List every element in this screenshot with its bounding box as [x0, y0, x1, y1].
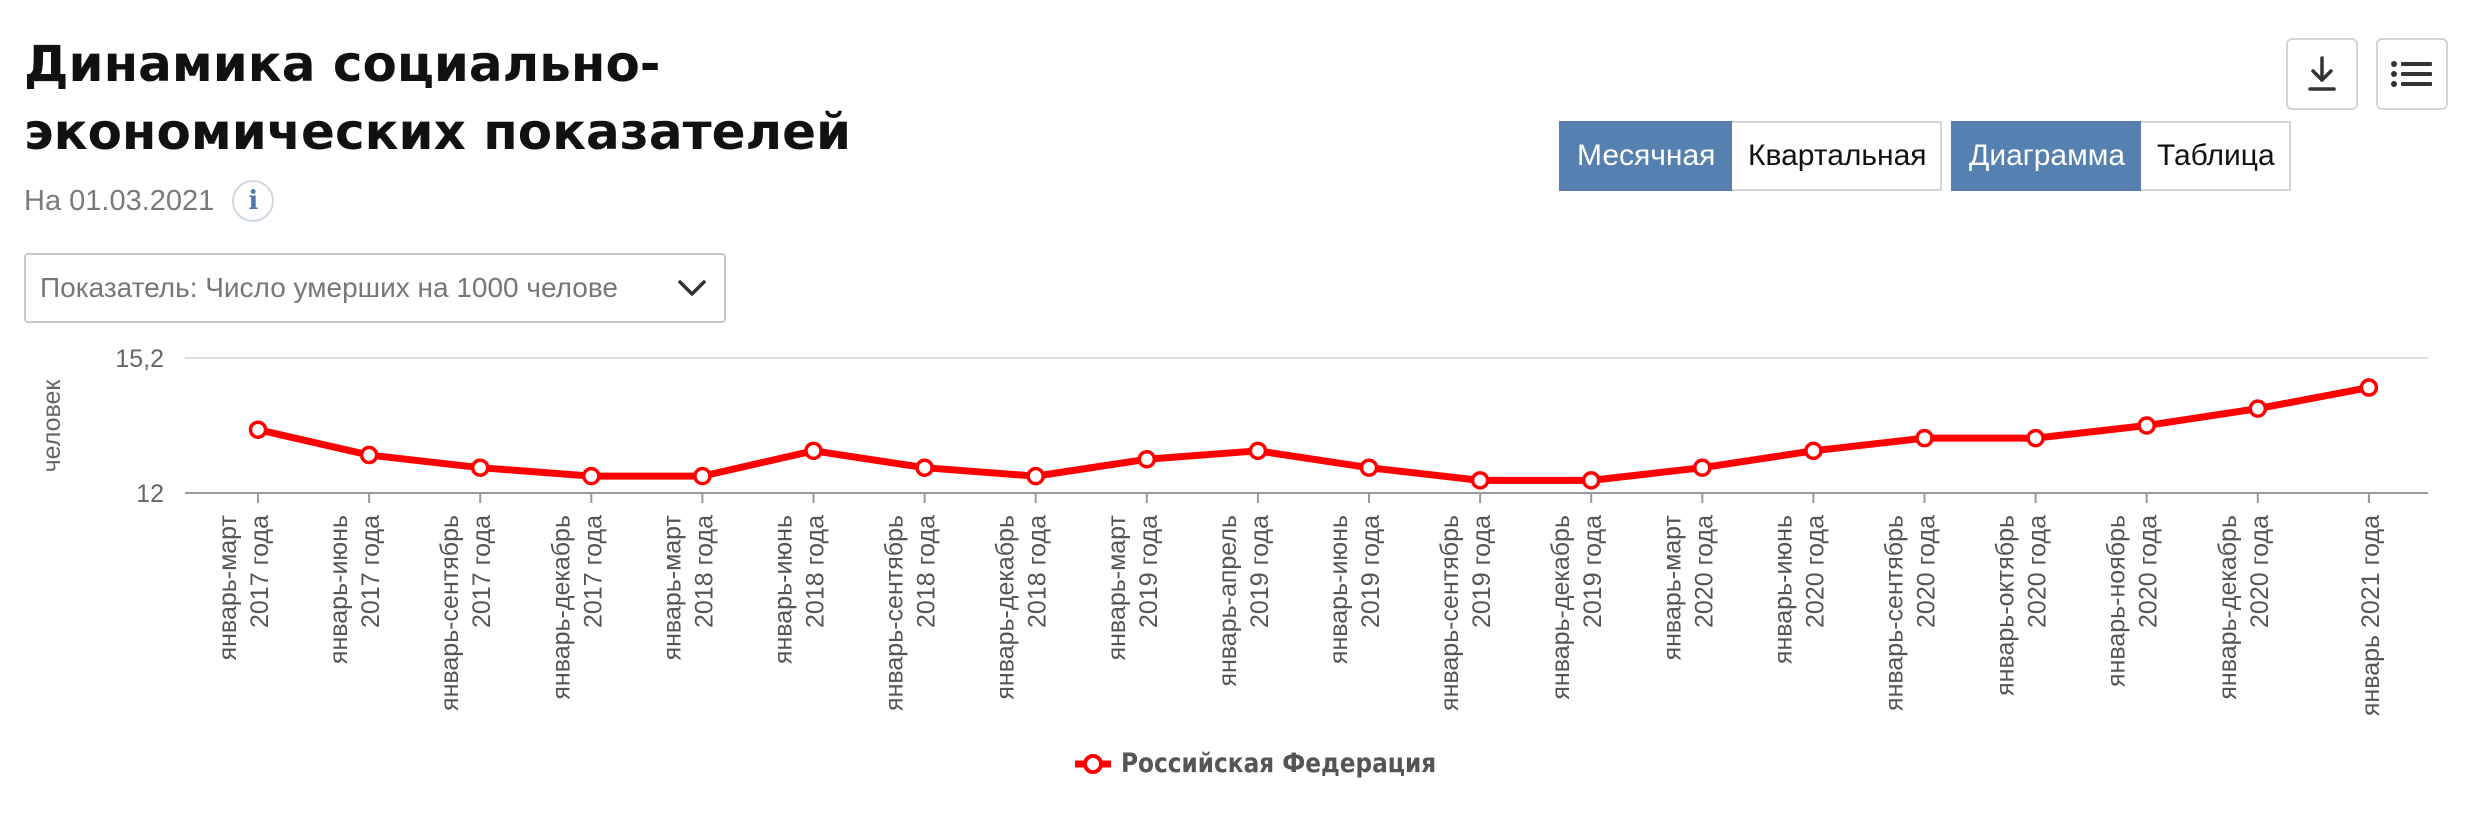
data-point [1248, 441, 1268, 461]
data-point [693, 466, 712, 486]
view-toggle: Диаграмма Таблица [1951, 121, 2291, 191]
x-tick-label: 2020 года [2135, 515, 2163, 628]
menu-button[interactable] [2376, 38, 2448, 110]
indicator-select-value: Показатель: Число умерших на 1000 челове [40, 272, 618, 303]
x-tick-label: январь-апрель [1214, 515, 1242, 687]
x-tick-label: 2019 года [1468, 515, 1496, 628]
report-date: На 01.03.2021 [24, 184, 215, 217]
data-point [2026, 428, 2045, 448]
chevron-down-icon [678, 280, 706, 296]
x-tick-label: январь-сентябрь [1881, 515, 1909, 711]
x-tick-label: январь-март [1103, 514, 1131, 660]
date-row: На 01.03.2021 i [24, 180, 275, 222]
x-tick-label: 2019 года [1246, 515, 1274, 628]
quarterly-button[interactable]: Квартальная [1732, 121, 1942, 191]
x-tick-label: 2019 года [1135, 515, 1163, 628]
legend-marker [1075, 753, 1111, 774]
y-tick-label: 12 [136, 480, 164, 508]
x-tick-label: 2019 года [1357, 515, 1385, 628]
download-icon [2308, 56, 2336, 91]
x-tick-label: январь-июнь [1325, 515, 1353, 664]
x-tick-label: январь-март [658, 514, 686, 660]
x-tick-label: январь-сентябрь [881, 515, 909, 711]
x-tick-label: январь-июнь [325, 515, 353, 664]
x-tick-label: 2018 года [690, 515, 718, 628]
y-axis-label: человек [38, 379, 66, 473]
x-tick-label: январь-ноябрь [2103, 515, 2131, 687]
x-tick-label: 2018 года [913, 515, 941, 628]
table-view-button[interactable]: Таблица [2141, 121, 2291, 191]
data-point [1359, 458, 1379, 477]
menu-icon [2391, 61, 2432, 87]
data-point [915, 458, 934, 477]
x-tick-label: январь-март [214, 514, 242, 660]
series-line [254, 384, 2373, 484]
x-tick-label: январь-декабрь [1547, 515, 1575, 700]
x-tick-label: 2020 года [2024, 515, 2052, 628]
x-tick-label: 2020 года [1913, 515, 1941, 628]
x-tick-label: январь-сентябрь [436, 515, 464, 711]
x-tick-label: 2020 года [1690, 515, 1718, 628]
x-tick-label: 2020 года [2246, 515, 2274, 628]
data-point [1470, 471, 1490, 490]
data-point [1915, 428, 1934, 448]
page-title: Динамика социально-экономических показат… [24, 35, 852, 161]
indicator-select[interactable]: Показатель: Число умерших на 1000 челове [24, 253, 726, 323]
chart-view-button[interactable]: Диаграмма [1951, 121, 2141, 191]
x-tick-label: январь-сентябрь [1436, 515, 1464, 711]
data-point [1693, 458, 1712, 477]
monthly-button[interactable]: Месячная [1559, 121, 1732, 191]
x-tick-label: 2017 года [357, 515, 385, 628]
x-tick-label: 2017 года [468, 515, 496, 628]
x-tick-label: 2019 года [1579, 515, 1607, 628]
data-point [2359, 378, 2379, 397]
info-icon[interactable]: i [232, 180, 275, 222]
legend[interactable]: Российская Федерация [1075, 748, 1488, 779]
data-point [1137, 450, 1157, 469]
data-point [1581, 471, 1601, 490]
data-point [2248, 399, 2268, 418]
download-button[interactable] [2286, 38, 2358, 110]
x-tick-label: январь-март [1658, 514, 1686, 660]
period-toggle: Месячная Квартальная [1559, 121, 1942, 191]
x-tick-label: 2017 года [579, 515, 607, 628]
data-point [582, 466, 601, 486]
x-tick-label: январь-июнь [770, 515, 798, 664]
x-tick-label: январь 2021 года [2357, 515, 2385, 716]
y-tick-label: 15,2 [115, 345, 164, 373]
data-point [470, 458, 490, 477]
x-tick-label: 2018 года [802, 515, 830, 628]
x-tick-label: 2018 года [1024, 515, 1052, 628]
x-tick-label: январь-декабрь [992, 515, 1020, 700]
x-tick-label: январь-декабрь [547, 515, 575, 700]
x-tick-label: январь-октябрь [1992, 515, 2020, 696]
data-point [2137, 416, 2156, 435]
x-tick-label: январь-декабрь [2214, 515, 2242, 700]
data-point [804, 441, 823, 461]
data-point [1026, 466, 1045, 486]
data-point [359, 445, 379, 465]
x-tick-label: 2020 года [1801, 515, 1829, 628]
legend-label: Российская Федерация [1121, 748, 1437, 779]
x-tick-label: январь-июнь [1769, 515, 1797, 664]
x-tick-label: 2017 года [246, 515, 274, 628]
data-point [248, 420, 268, 439]
data-point [1804, 441, 1823, 461]
